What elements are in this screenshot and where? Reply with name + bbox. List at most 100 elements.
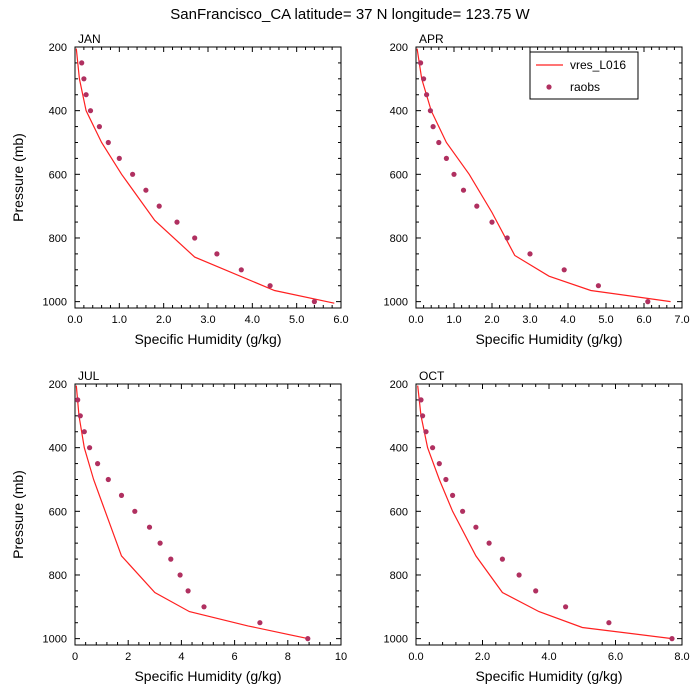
- x-tick-label: 7.0: [674, 314, 689, 326]
- y-tick-label: 1000: [43, 634, 67, 646]
- data-point-raobs: [420, 413, 426, 419]
- data-point-raobs: [645, 299, 651, 305]
- panel-label: APR: [419, 32, 444, 46]
- data-point-raobs: [436, 139, 442, 146]
- y-tick-label: 400: [49, 443, 67, 455]
- data-point-raobs: [423, 429, 429, 435]
- x-tick-label: 6.0: [333, 314, 348, 326]
- data-point-raobs: [87, 445, 93, 451]
- data-point-raobs: [450, 492, 456, 498]
- x-tick-label: 8: [285, 651, 291, 663]
- x-axis-label: Specific Humidity (g/kg): [475, 668, 622, 684]
- x-tick-label: 2.0: [475, 651, 490, 663]
- y-tick-label: 200: [390, 379, 408, 391]
- y-axis-label: Pressure (mb): [10, 133, 26, 222]
- x-tick-label: 4.0: [245, 314, 260, 326]
- y-tick-label: 200: [49, 379, 67, 391]
- y-tick-label: 1000: [384, 297, 408, 309]
- plot-frame: [74, 46, 342, 309]
- data-point-raobs: [430, 445, 436, 451]
- data-point-raobs: [486, 540, 492, 546]
- data-point-raobs: [418, 397, 424, 403]
- data-point-raobs: [75, 397, 81, 403]
- data-point-raobs: [443, 476, 449, 483]
- x-tick-label: 2.0: [484, 314, 499, 326]
- data-point-raobs: [516, 572, 522, 578]
- series-line-vres-l016: [417, 385, 673, 640]
- data-point-raobs: [174, 219, 180, 225]
- legend-box: [529, 51, 639, 100]
- data-point-raobs: [474, 203, 480, 209]
- data-point-raobs: [132, 508, 138, 514]
- plot-frame: [74, 383, 342, 646]
- data-point-raobs: [436, 461, 442, 467]
- data-point-raobs: [606, 620, 612, 626]
- y-tick-label: 600: [390, 169, 408, 181]
- y-tick-label: 400: [390, 106, 408, 118]
- legend-label-obs: raobs: [570, 80, 600, 94]
- plot-frame: [415, 46, 683, 309]
- data-point-raobs: [430, 124, 436, 130]
- y-tick-label: 400: [49, 106, 67, 118]
- data-point-raobs: [443, 155, 449, 161]
- x-axis-label: Specific Humidity (g/kg): [134, 331, 281, 347]
- y-tick-label: 800: [390, 570, 408, 582]
- data-point-raobs: [473, 524, 479, 530]
- data-point-raobs: [527, 251, 533, 257]
- x-tick-label: 5.0: [289, 314, 304, 326]
- x-tick-label: 2: [125, 651, 131, 663]
- data-point-raobs: [424, 92, 430, 98]
- data-point-raobs: [130, 171, 136, 177]
- data-point-raobs: [105, 139, 111, 146]
- panel-label: JUL: [78, 369, 100, 383]
- data-point-raobs: [81, 429, 87, 435]
- x-tick-label: 0.0: [67, 314, 82, 326]
- data-point-raobs: [499, 556, 505, 562]
- x-tick-label: 4.0: [560, 314, 575, 326]
- x-tick-label: 6.0: [636, 314, 651, 326]
- x-tick-label: 0.0: [408, 651, 423, 663]
- data-point-raobs: [185, 588, 191, 594]
- data-point-raobs: [311, 299, 317, 305]
- data-point-raobs: [504, 235, 510, 241]
- data-point-raobs: [489, 219, 495, 225]
- data-point-raobs: [96, 124, 102, 130]
- x-tick-label: 3.0: [200, 314, 215, 326]
- y-tick-label: 400: [390, 443, 408, 455]
- x-axis-label: Specific Humidity (g/kg): [475, 331, 622, 347]
- y-tick-label: 1000: [43, 297, 67, 309]
- data-point-raobs: [156, 203, 162, 209]
- data-point-raobs: [267, 283, 273, 289]
- data-point-raobs: [116, 155, 122, 161]
- x-tick-label: 1.0: [112, 314, 127, 326]
- x-tick-label: 5.0: [598, 314, 613, 326]
- data-point-raobs: [669, 636, 675, 642]
- x-tick-label: 3.0: [522, 314, 537, 326]
- legend-label-model: vres_L016: [570, 58, 626, 72]
- figure-title: SanFrancisco_CA latitude= 37 N longitude…: [170, 6, 530, 23]
- data-point-raobs: [83, 92, 89, 98]
- data-point-raobs: [105, 476, 111, 483]
- panel-oct: OCT 0.0 2.0 4.0 6.0 8.0 200 400 600 800 1000 Specif…: [384, 369, 690, 684]
- x-tick-label: 2.0: [156, 314, 171, 326]
- data-point-raobs: [214, 251, 220, 257]
- data-point-raobs: [87, 108, 94, 114]
- series-line-vres-l016: [75, 385, 308, 640]
- data-point-raobs: [177, 572, 183, 578]
- y-tick-label: 600: [390, 506, 408, 518]
- data-point-raobs: [421, 76, 427, 82]
- y-tick-label: 800: [49, 570, 67, 582]
- x-tick-label: 8.0: [674, 651, 689, 663]
- data-point-raobs: [143, 187, 149, 193]
- data-point-raobs: [460, 508, 466, 514]
- y-axis-label: Pressure (mb): [10, 470, 26, 559]
- data-point-raobs: [533, 588, 539, 594]
- data-point-raobs: [77, 413, 83, 419]
- data-point-raobs: [168, 556, 174, 562]
- data-point-raobs: [427, 108, 433, 114]
- data-point-raobs: [305, 636, 311, 642]
- data-point-raobs: [595, 283, 602, 289]
- data-point-raobs: [561, 267, 567, 273]
- x-tick-label: 1.0: [446, 314, 461, 326]
